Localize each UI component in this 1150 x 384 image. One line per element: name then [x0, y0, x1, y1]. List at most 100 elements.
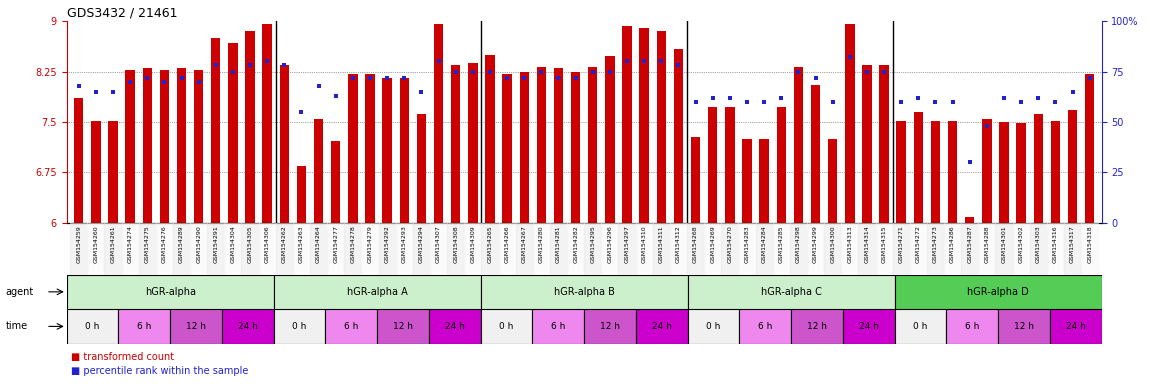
Bar [1068, 110, 1078, 223]
Text: hGR-alpha A: hGR-alpha A [347, 287, 407, 297]
Bar [160, 70, 169, 223]
Bar [842, 223, 858, 275]
Bar [279, 65, 289, 223]
Bar [485, 55, 494, 223]
Bar [297, 166, 306, 223]
Text: ■ percentile rank within the sample: ■ percentile rank within the sample [71, 366, 248, 376]
Bar [584, 309, 636, 344]
Bar [481, 309, 532, 344]
Bar [1051, 121, 1060, 223]
Bar [429, 309, 481, 344]
Text: GSM154306: GSM154306 [264, 225, 270, 263]
Bar [742, 139, 752, 223]
Bar [224, 223, 241, 275]
Bar [622, 26, 631, 223]
Bar [212, 38, 221, 223]
Bar [1013, 223, 1029, 275]
Bar [207, 223, 224, 275]
Bar [961, 223, 979, 275]
Bar [910, 223, 927, 275]
Text: GSM154291: GSM154291 [213, 225, 218, 263]
Text: 6 h: 6 h [965, 322, 980, 331]
Text: GSM154313: GSM154313 [848, 225, 852, 263]
Bar [790, 223, 807, 275]
Bar [274, 275, 481, 309]
Text: ■ transformed count: ■ transformed count [71, 352, 175, 362]
Bar [434, 25, 443, 223]
Bar [416, 114, 427, 223]
Text: GSM154280: GSM154280 [539, 225, 544, 263]
Bar [451, 65, 460, 223]
Bar [430, 223, 447, 275]
Text: GSM154265: GSM154265 [488, 225, 492, 263]
Bar [688, 309, 739, 344]
Bar [998, 309, 1050, 344]
Bar [550, 223, 567, 275]
Text: GSM154260: GSM154260 [93, 225, 99, 263]
Bar [688, 275, 895, 309]
Bar [776, 107, 785, 223]
Bar [636, 223, 653, 275]
Text: GSM154298: GSM154298 [796, 225, 800, 263]
Text: 24 h: 24 h [238, 322, 258, 331]
Bar [348, 74, 358, 223]
Text: GSM154269: GSM154269 [711, 225, 715, 263]
Bar [91, 121, 100, 223]
Text: GSM154274: GSM154274 [128, 225, 132, 263]
Text: agent: agent [6, 287, 34, 297]
Text: 0 h: 0 h [85, 322, 100, 331]
Text: GSM154261: GSM154261 [110, 225, 115, 263]
Bar [653, 223, 670, 275]
Bar [465, 223, 482, 275]
Bar [657, 31, 666, 223]
Bar [1084, 74, 1095, 223]
Bar [378, 223, 396, 275]
Bar [704, 223, 721, 275]
Bar [670, 223, 687, 275]
Bar [344, 223, 361, 275]
Bar [828, 139, 837, 223]
Bar [756, 223, 773, 275]
Text: GSM154316: GSM154316 [1053, 225, 1058, 263]
Bar [605, 56, 614, 223]
Bar [361, 223, 378, 275]
Bar [327, 223, 344, 275]
Bar [930, 121, 941, 223]
Text: GSM154315: GSM154315 [882, 225, 887, 263]
Text: 12 h: 12 h [807, 322, 827, 331]
Text: GSM154263: GSM154263 [299, 225, 304, 263]
Bar [1034, 114, 1043, 223]
Bar [895, 275, 1102, 309]
Text: hGR-alpha D: hGR-alpha D [967, 287, 1029, 297]
Bar [190, 223, 207, 275]
Bar [532, 309, 584, 344]
Bar [691, 137, 700, 223]
Bar [139, 223, 155, 275]
Text: 24 h: 24 h [859, 322, 879, 331]
Bar [1029, 223, 1046, 275]
Bar [314, 119, 323, 223]
Bar [892, 223, 910, 275]
Text: 0 h: 0 h [499, 322, 514, 331]
Text: GSM154270: GSM154270 [727, 225, 733, 263]
Bar [105, 223, 122, 275]
Text: 6 h: 6 h [758, 322, 773, 331]
Bar [155, 223, 172, 275]
Bar [982, 119, 991, 223]
Bar [897, 121, 906, 223]
Bar [122, 223, 139, 275]
Bar [262, 25, 271, 223]
Bar [843, 309, 895, 344]
Bar [636, 309, 688, 344]
Text: GSM154309: GSM154309 [470, 225, 475, 263]
Text: GSM154292: GSM154292 [384, 225, 390, 263]
Text: GSM154289: GSM154289 [179, 225, 184, 263]
Bar [811, 85, 820, 223]
Bar [70, 223, 87, 275]
Text: GSM154301: GSM154301 [1002, 225, 1006, 263]
Bar [87, 223, 105, 275]
Bar [118, 309, 170, 344]
Bar [554, 68, 564, 223]
Text: GSM154284: GSM154284 [761, 225, 767, 263]
Bar [965, 217, 974, 223]
